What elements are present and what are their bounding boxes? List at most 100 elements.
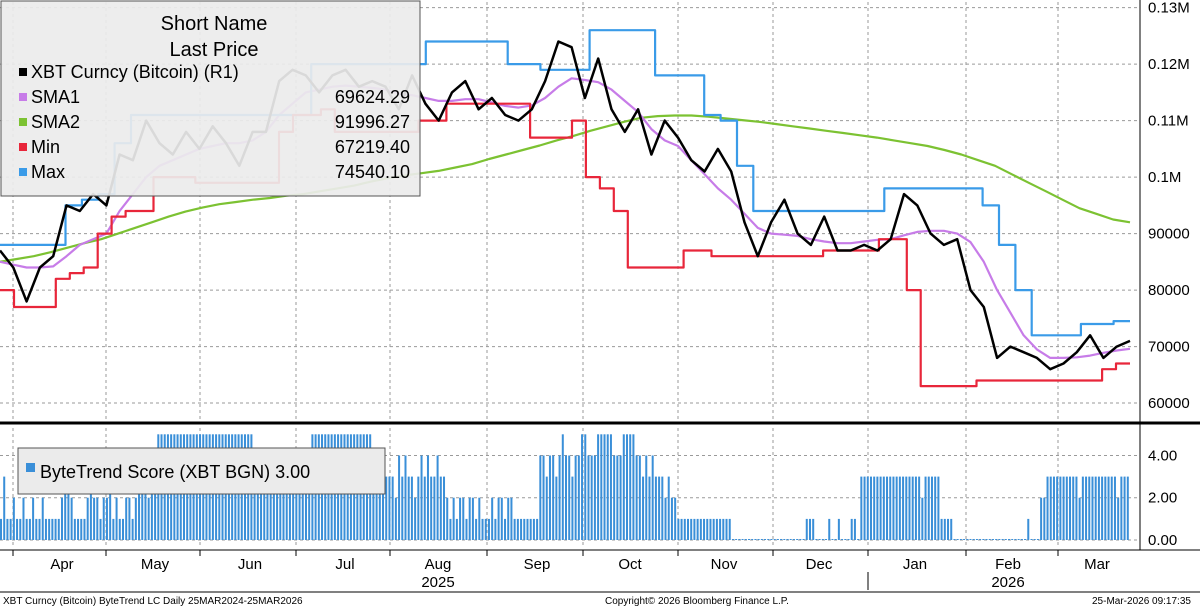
- score-bar: [25, 518, 28, 540]
- score-bar: [625, 434, 628, 540]
- score-bar: [1097, 476, 1100, 540]
- score-bar: [943, 518, 946, 540]
- x-tick-label: Mar: [1084, 556, 1110, 573]
- score-bar: [927, 476, 930, 540]
- score-bar: [269, 476, 272, 540]
- score-bar: [513, 518, 516, 540]
- score-bar: [638, 455, 641, 540]
- score-bar: [587, 455, 590, 540]
- score-bar: [857, 539, 860, 540]
- score-bar: [487, 518, 490, 540]
- score-bar: [937, 476, 940, 540]
- score-bar: [696, 518, 699, 540]
- score-bar: [51, 518, 54, 540]
- score-bar: [128, 497, 131, 540]
- score-bar: [19, 518, 22, 540]
- sub-y-tick-label: 0.00: [1148, 532, 1177, 549]
- main-y-tick-label: 90000: [1148, 226, 1190, 243]
- main-y-tick-label: 80000: [1148, 282, 1190, 299]
- score-legend-text: ByteTrend Score (XBT BGN) 3.00: [40, 462, 310, 482]
- score-bar: [500, 497, 503, 540]
- score-bar: [747, 539, 750, 540]
- score-bar: [709, 518, 712, 540]
- score-bar: [735, 539, 738, 540]
- score-bar: [555, 476, 558, 540]
- score-bar: [1004, 539, 1007, 540]
- x-tick-label: Jan: [903, 556, 927, 573]
- score-bar: [651, 455, 654, 540]
- score-bar: [443, 476, 446, 540]
- score-bar: [109, 476, 112, 540]
- score-bar: [905, 476, 908, 540]
- score-bar: [32, 497, 35, 540]
- score-legend: ByteTrend Score (XBT BGN) 3.00: [17, 447, 386, 495]
- score-bar: [494, 518, 497, 540]
- score-bar: [1040, 497, 1043, 540]
- score-bar: [266, 455, 269, 540]
- legend-swatch-min: [19, 143, 27, 151]
- score-bar: [869, 476, 872, 540]
- score-bar: [1046, 476, 1049, 540]
- score-bar: [22, 497, 25, 540]
- score-bar: [532, 518, 535, 540]
- score-bar: [105, 497, 108, 540]
- score-bar: [1011, 539, 1014, 540]
- score-bar: [391, 476, 394, 540]
- score-bar: [982, 539, 985, 540]
- score-bar: [1113, 476, 1116, 540]
- score-bar: [552, 455, 555, 540]
- score-bar: [484, 518, 487, 540]
- score-bar: [1072, 476, 1075, 540]
- footer-left: XBT Curncy (Bitcoin) ByteTrend LC Daily …: [3, 596, 303, 607]
- score-bar: [597, 434, 600, 540]
- score-bar: [751, 539, 754, 540]
- score-bar: [462, 497, 465, 540]
- score-bar: [606, 434, 609, 540]
- score-bar: [1056, 476, 1059, 540]
- score-bar: [828, 518, 831, 540]
- score-bar: [1081, 476, 1084, 540]
- score-bar: [1085, 476, 1088, 540]
- score-bar: [407, 476, 410, 540]
- score-bar: [844, 539, 847, 540]
- score-bar: [831, 539, 834, 540]
- score-bar: [693, 518, 696, 540]
- score-bar: [304, 476, 307, 540]
- score-bar: [969, 539, 972, 540]
- score-bar: [754, 539, 757, 540]
- footer-right: 25-Mar-2026 09:17:35: [1092, 596, 1191, 607]
- score-bar: [292, 476, 295, 540]
- score-bar: [645, 455, 648, 540]
- score-bar: [272, 476, 275, 540]
- score-bar: [690, 518, 693, 540]
- score-bar: [889, 476, 892, 540]
- legend-label: Max: [31, 162, 65, 182]
- score-bar: [561, 434, 564, 540]
- score-bar: [6, 518, 9, 540]
- score-bar: [654, 476, 657, 540]
- score-bar: [1078, 497, 1081, 540]
- score-bar: [1020, 539, 1023, 540]
- score-bar: [138, 476, 141, 540]
- legend-label: SMA2: [31, 112, 80, 132]
- score-bar: [873, 476, 876, 540]
- score-bar: [414, 497, 417, 540]
- score-bar: [423, 476, 426, 540]
- score-bar: [728, 518, 731, 540]
- score-bar: [699, 518, 702, 540]
- score-bar: [940, 518, 943, 540]
- score-bar: [497, 497, 500, 540]
- score-bar: [295, 476, 298, 540]
- score-bar: [914, 476, 917, 540]
- score-bar: [301, 476, 304, 540]
- score-bar: [706, 518, 709, 540]
- score-legend-box: [17, 447, 386, 495]
- score-bar: [860, 476, 863, 540]
- footer-center: Copyright© 2026 Bloomberg Finance L.P.: [605, 596, 789, 607]
- score-bar: [446, 497, 449, 540]
- score-bar: [1094, 476, 1097, 540]
- x-tick-label: Sep: [524, 556, 551, 573]
- score-bar: [593, 455, 596, 540]
- score-bar: [600, 434, 603, 540]
